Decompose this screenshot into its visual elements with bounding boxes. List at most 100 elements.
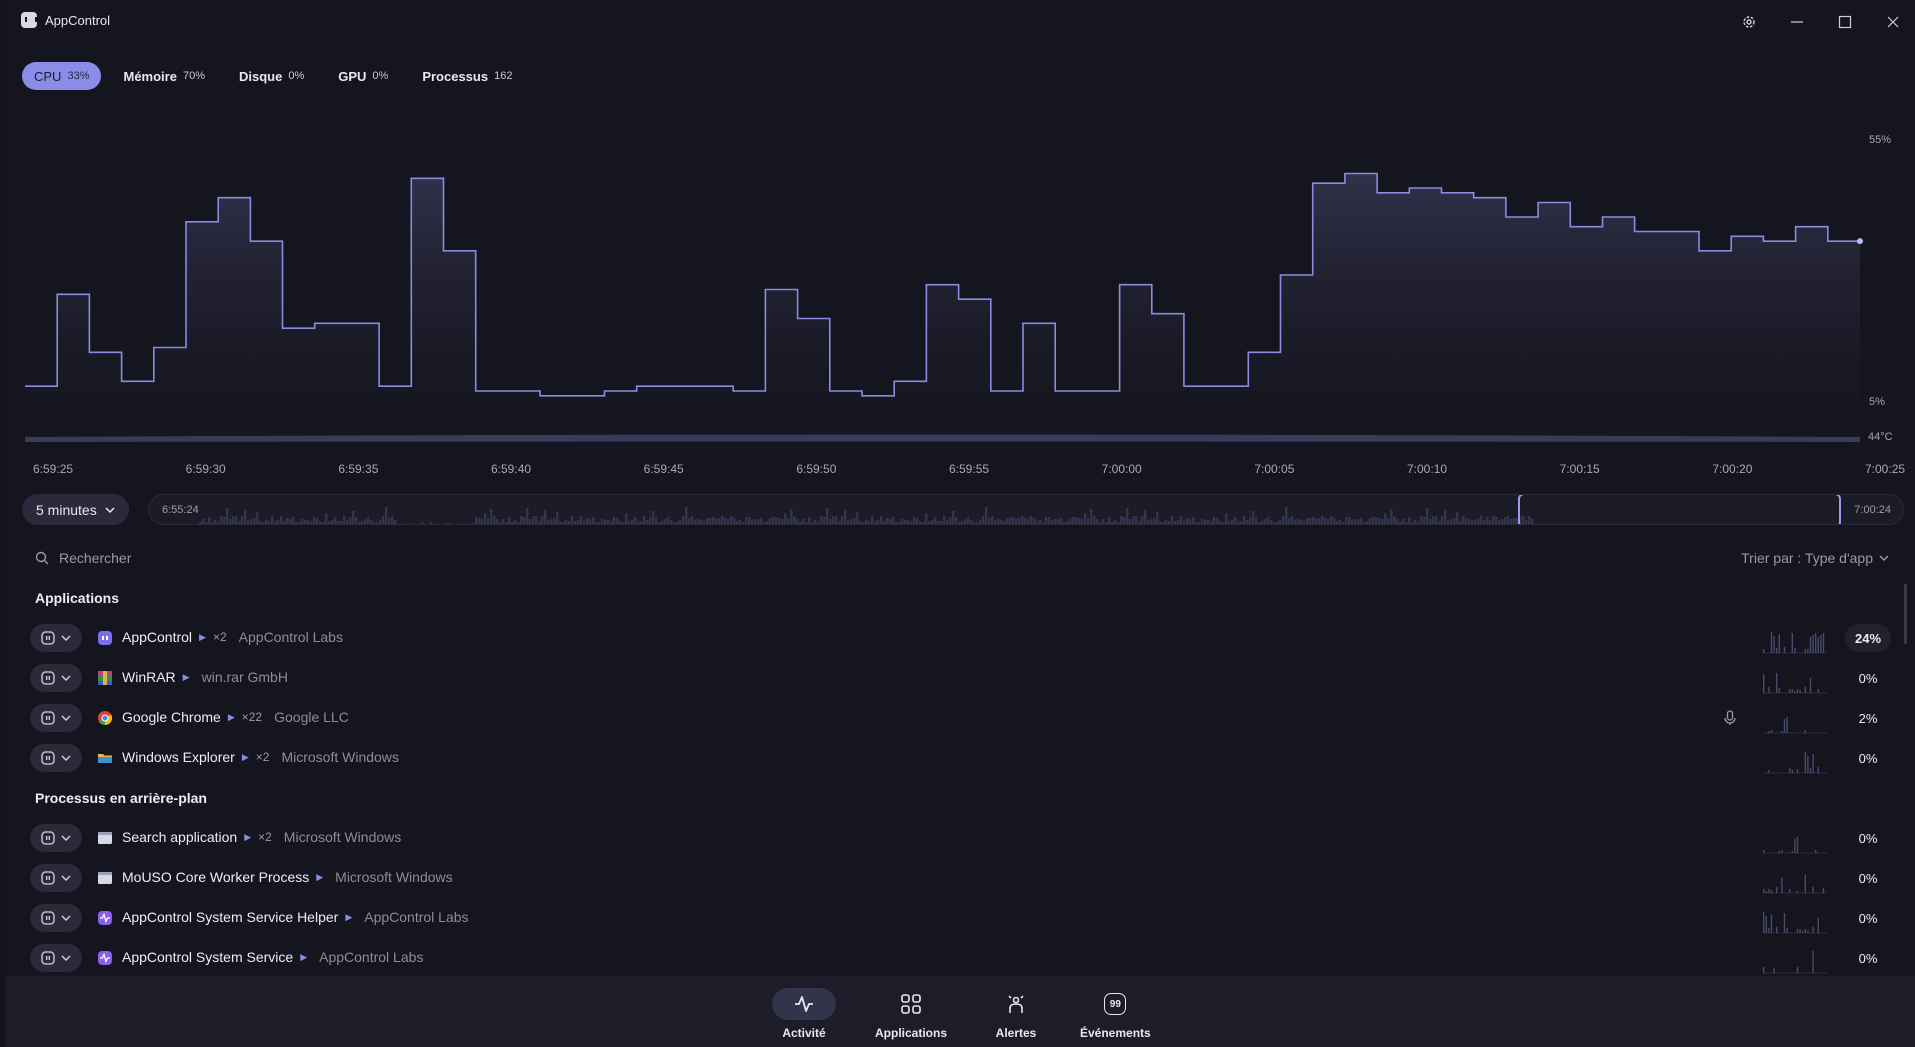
cpu-percent-badge: 0%: [1858, 950, 1878, 966]
pause-icon: [41, 831, 55, 845]
expand-arrow-icon[interactable]: ▶: [244, 831, 252, 842]
app-window: AppControl CPU 33% Mémoire 70% Disque 0% GP…: [5, 0, 1915, 1047]
search-icon: [35, 551, 49, 565]
process-row[interactable]: Windows Explorer ▶ ×2 Microsoft Windows 0%: [5, 738, 1915, 778]
winrar-icon: [97, 670, 113, 686]
process-name: WinRAR ▶ win.rar GmbH: [122, 669, 288, 685]
row-options-button[interactable]: [30, 624, 82, 652]
events-icon: 99: [1083, 988, 1147, 1020]
expand-arrow-icon[interactable]: ▶: [227, 711, 235, 722]
usage-sparkline: [1763, 837, 1827, 854]
x-tick-label: 7:00:20: [1712, 462, 1753, 476]
process-label: AppControl: [122, 629, 193, 645]
tab-label: Disque: [238, 68, 283, 84]
process-row[interactable]: AppControl System Service Helper ▶ AppCont…: [5, 898, 1915, 938]
list-scrollbar[interactable]: [1904, 584, 1907, 644]
close-button[interactable]: [1879, 10, 1907, 34]
pause-icon: [41, 751, 55, 765]
chevron-down-icon: [61, 835, 71, 841]
tab-label: Processus: [422, 68, 489, 84]
publisher-label: AppControl Labs: [319, 949, 424, 965]
tab-processes[interactable]: Processus 162: [410, 62, 524, 90]
row-options-button[interactable]: [30, 704, 82, 732]
tab-label: Mémoire: [123, 68, 177, 84]
usage-sparkline: [1763, 673, 1827, 694]
cpu-chart: [25, 172, 1863, 442]
tab-value: 33%: [67, 70, 90, 82]
nav-events[interactable]: 99 Événements: [1080, 988, 1151, 1040]
process-label: AppControl System Service Helper: [122, 909, 339, 925]
chevron-down-icon: [61, 675, 71, 681]
row-options-button[interactable]: [30, 664, 82, 692]
row-options-button[interactable]: [30, 744, 82, 772]
expand-arrow-icon[interactable]: ▶: [182, 671, 190, 682]
process-name: Search application ▶ ×2 Microsoft Windows: [122, 829, 401, 845]
instance-count: ×22: [241, 710, 263, 724]
chevron-down-icon: [61, 635, 71, 641]
publisher-label: AppControl Labs: [364, 909, 469, 925]
row-options-button[interactable]: [30, 944, 82, 972]
tab-memory[interactable]: Mémoire 70%: [111, 62, 217, 90]
process-row[interactable]: Google Chrome ▶ ×22 Google LLC 2%: [5, 698, 1915, 738]
row-options-button[interactable]: [30, 824, 82, 852]
x-tick-label: 6:59:40: [491, 462, 532, 476]
usage-sparkline: [1763, 951, 1827, 974]
chevron-down-icon: [61, 915, 71, 921]
minimize-button[interactable]: [1783, 10, 1811, 34]
timeline-selection-window[interactable]: [1518, 495, 1841, 524]
instance-count: ×2: [258, 830, 272, 844]
settings-button[interactable]: [1735, 10, 1763, 34]
expand-arrow-icon[interactable]: ▶: [199, 631, 206, 642]
close-icon: [1887, 16, 1899, 28]
window-title: AppControl: [45, 12, 111, 28]
x-tick-label: 6:59:50: [796, 462, 837, 476]
timeline-start-label: 6:55:24: [162, 504, 199, 516]
search-input[interactable]: Rechercher: [59, 550, 132, 566]
row-options-button[interactable]: [30, 904, 82, 932]
nav-label: Applications: [875, 1026, 948, 1040]
cpu-percent-badge: 0%: [1858, 750, 1878, 766]
expand-arrow-icon[interactable]: ▶: [241, 751, 249, 762]
process-row[interactable]: AppControl System Service ▶ AppControl Lab…: [5, 938, 1915, 978]
time-range-dropdown[interactable]: 5 minutes: [22, 494, 129, 525]
row-options-button[interactable]: [30, 864, 82, 892]
section-background-processes: Processus en arrière-plan: [35, 790, 207, 806]
process-label: Windows Explorer: [122, 749, 235, 765]
pause-icon: [41, 711, 55, 725]
metric-tabs: CPU 33% Mémoire 70% Disque 0% GPU 0% Process…: [22, 62, 524, 90]
expand-arrow-icon[interactable]: ▶: [345, 911, 353, 922]
expand-arrow-icon[interactable]: ▶: [316, 871, 324, 882]
pause-icon: [41, 671, 55, 685]
maximize-button[interactable]: [1831, 10, 1859, 34]
sort-dropdown[interactable]: Trier par : Type d'app: [1741, 550, 1889, 566]
process-row[interactable]: WinRAR ▶ win.rar GmbH 0%: [5, 658, 1915, 698]
process-name: Windows Explorer ▶ ×2 Microsoft Windows: [122, 749, 399, 765]
section-applications: Applications: [35, 590, 120, 606]
tab-cpu[interactable]: CPU 33%: [22, 62, 102, 90]
y-axis-max-label: 55%: [1869, 134, 1892, 146]
pause-icon: [41, 631, 55, 645]
expand-arrow-icon[interactable]: ▶: [300, 951, 308, 962]
process-row[interactable]: AppControl ▶ ×2 AppControl Labs 24%: [5, 618, 1915, 658]
cpu-percent-badge: 0%: [1858, 910, 1878, 926]
search-field[interactable]: Rechercher: [35, 550, 131, 566]
process-row[interactable]: MoUSO Core Worker Process ▶ Microsoft Wind…: [5, 858, 1915, 898]
minimize-icon: [1791, 21, 1803, 23]
nav-alerts[interactable]: Alertes: [984, 988, 1048, 1040]
usage-sparkline: [1763, 912, 1827, 934]
usage-sparkline: [1763, 632, 1827, 654]
gear-icon: [1743, 16, 1755, 28]
timeline-overview: [199, 507, 1534, 524]
temperature-band: [25, 434, 1860, 442]
pulse-icon: [97, 910, 113, 926]
nav-label: Événements: [1080, 1026, 1151, 1040]
cpu-percent-badge: 0%: [1858, 870, 1878, 886]
microphone-icon: [1721, 709, 1739, 727]
nav-activity[interactable]: Activité: [772, 988, 836, 1040]
process-row[interactable]: Search application ▶ ×2 Microsoft Windows 0%: [5, 818, 1915, 858]
tab-gpu[interactable]: GPU 0%: [326, 62, 400, 90]
chrome-icon: [97, 710, 113, 726]
nav-applications[interactable]: Applications: [875, 988, 947, 1040]
timeline-scrubber[interactable]: 6:55:24 7:00:24: [148, 494, 1904, 525]
tab-disk[interactable]: Disque 0%: [227, 62, 316, 90]
